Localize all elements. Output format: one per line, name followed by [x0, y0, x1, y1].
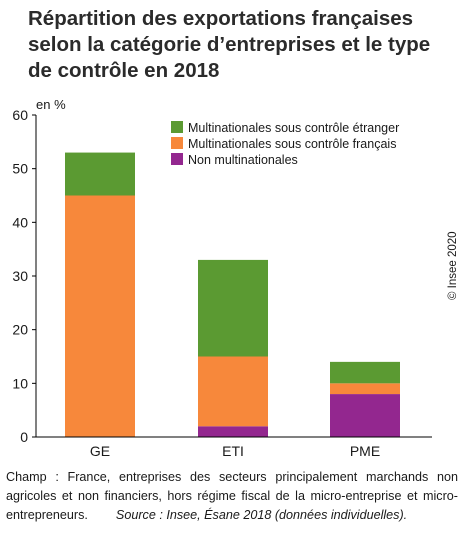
- y-tick-label: 60: [12, 107, 28, 123]
- bar-ge-segment: [65, 152, 135, 196]
- chart-title: Répartition des exportations françaises …: [28, 7, 431, 82]
- legend: Multinationales sous contrôle étranger Mu…: [171, 121, 399, 167]
- legend-swatch: [171, 121, 183, 133]
- bar-pme-segment: [330, 361, 400, 384]
- bar-eti-segment: [198, 356, 268, 427]
- copyright-text: © Insee 2020: [447, 231, 459, 300]
- x-tick-label: PME: [350, 443, 380, 459]
- chart-note: Champ : France, entreprises des secteurs…: [6, 468, 458, 525]
- chart-area: en % 0 10 20 30 40 50 60 GE ETI PME Multinational…: [12, 97, 432, 459]
- legend-label: Multinationales sous contrôle français: [188, 137, 396, 151]
- legend-label: Non multinationales: [188, 153, 298, 167]
- y-tick-label: 50: [12, 161, 28, 177]
- bar-pme-segment: [330, 394, 400, 437]
- bar-eti-segment: [198, 259, 268, 357]
- y-unit-label: en %: [36, 97, 66, 112]
- x-tick-label: GE: [90, 443, 110, 459]
- y-tick-label: 10: [12, 375, 28, 391]
- y-tick-label: 40: [12, 214, 28, 230]
- note-source: Source : Insee, Ésane 2018 (données indi…: [115, 508, 408, 522]
- note-champ: Champ : France, entreprises des secteurs…: [6, 470, 458, 522]
- bar-pme-segment: [330, 383, 400, 395]
- plot-group: 0 10 20 30 40 50 60 GE ETI PME: [12, 107, 432, 459]
- y-tick-label: 30: [12, 268, 28, 284]
- bar-ge-segment: [65, 195, 135, 437]
- x-tick-label: ETI: [222, 443, 244, 459]
- y-tick-label: 20: [12, 322, 28, 338]
- legend-swatch: [171, 137, 183, 149]
- legend-swatch: [171, 153, 183, 165]
- y-tick-label: 0: [20, 429, 28, 445]
- bar-eti-segment: [198, 426, 268, 437]
- legend-label: Multinationales sous contrôle étranger: [188, 121, 399, 135]
